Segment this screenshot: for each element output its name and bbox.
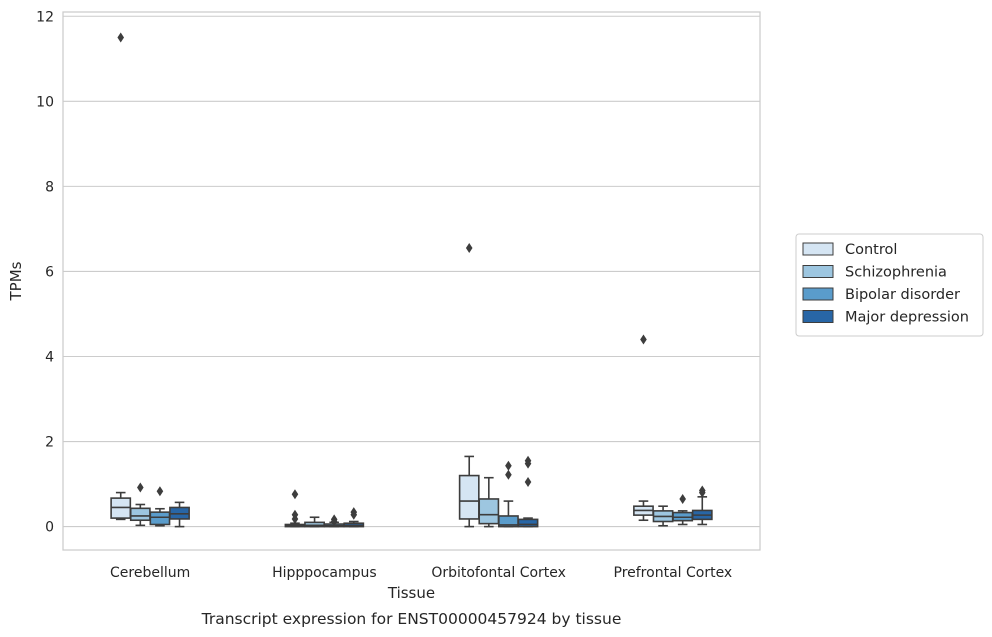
y-tick-label: 10 <box>36 94 54 110</box>
outlier-point <box>524 476 532 487</box>
y-axis-label: TPMs <box>7 261 25 301</box>
y-tick-label: 4 <box>45 349 54 365</box>
legend-swatch <box>802 242 834 256</box>
outlier-point <box>679 493 686 504</box>
legend-label: Control <box>845 242 897 258</box>
box <box>129 482 151 527</box>
x-tick-label: Prefrontal Cortex <box>614 565 733 581</box>
legend-swatch <box>802 265 834 278</box>
box <box>284 489 306 528</box>
x-axis-label: Tissue <box>387 584 435 602</box>
series-control <box>110 32 654 528</box>
outlier-point <box>330 516 338 527</box>
outlier-point <box>465 243 473 254</box>
legend-swatch <box>802 287 834 301</box>
box <box>323 514 345 528</box>
x-tick-label: Orbitofontal Cortex <box>431 565 566 581</box>
outlier-point <box>291 513 299 524</box>
legend: Control Schizophrenia Bipolar disorder Majo… <box>795 233 984 337</box>
x-tick-label: Cerebellum <box>110 565 190 581</box>
plot-frame <box>62 11 761 551</box>
outlier-point <box>350 509 358 520</box>
box <box>110 32 132 521</box>
outlier-point <box>524 458 532 469</box>
outlier-point <box>156 486 164 497</box>
y-tick-label: 8 <box>45 179 54 195</box>
legend-label: Bipolar disorder <box>845 287 960 303</box>
x-axis-ticks: Cerebellum Hipppocampus Orbitofontal Corte… <box>110 565 732 581</box>
outlier-point <box>698 487 706 498</box>
box <box>633 334 654 522</box>
outlier-point <box>505 460 512 471</box>
legend-swatch <box>802 310 834 323</box>
y-tick-label: 12 <box>36 9 54 25</box>
box <box>149 486 171 527</box>
chart-caption: Transcript expression for ENST0000045792… <box>201 610 622 628</box>
box <box>652 505 674 527</box>
box-iqr <box>478 498 500 525</box>
box-iqr <box>458 474 480 520</box>
grid-lines <box>63 15 760 528</box>
outlier-point <box>137 482 144 493</box>
y-tick-label: 6 <box>45 264 54 280</box>
y-tick-label: 0 <box>45 520 54 536</box>
box <box>478 476 500 528</box>
box-series <box>110 32 713 528</box>
box-iqr <box>517 518 539 528</box>
outlier-point <box>117 32 125 43</box>
legend-frame <box>795 233 984 337</box>
outlier-point <box>291 489 299 500</box>
box <box>672 493 694 526</box>
series-schizophrenia <box>129 476 674 528</box>
box <box>691 485 713 526</box>
outlier-point <box>640 334 647 345</box>
outlier-point <box>505 469 512 480</box>
y-axis-ticks: 0 2 4 6 8 10 12 <box>36 9 54 535</box>
box <box>498 460 519 528</box>
box <box>458 243 480 528</box>
x-tick-label: Hipppocampus <box>272 565 377 581</box>
box <box>304 516 325 528</box>
box <box>169 501 190 528</box>
legend-label: Major depression <box>845 310 969 326</box>
box-iqr <box>129 507 151 522</box>
series-major-depression <box>169 455 713 528</box>
box <box>517 455 539 528</box>
y-tick-label: 2 <box>45 435 54 451</box>
box-iqr <box>149 511 171 526</box>
box <box>343 507 365 528</box>
legend-label: Schizophrenia <box>845 265 947 281</box>
series-bipolar-disorder <box>149 460 694 528</box>
